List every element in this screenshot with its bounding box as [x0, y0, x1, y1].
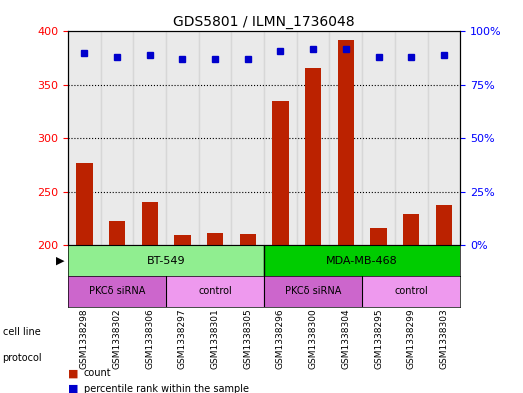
Bar — [231, 31, 264, 245]
Bar — [166, 31, 199, 245]
Text: GSM1338302: GSM1338302 — [112, 308, 121, 369]
Bar — [297, 31, 329, 245]
Text: MDA-MB-468: MDA-MB-468 — [326, 256, 398, 266]
Text: ■: ■ — [68, 384, 78, 393]
Text: percentile rank within the sample: percentile rank within the sample — [84, 384, 248, 393]
Bar — [264, 31, 297, 245]
Text: count: count — [84, 368, 111, 378]
Bar — [305, 68, 321, 245]
Bar — [240, 233, 256, 245]
Bar — [338, 40, 354, 245]
Text: BT-549: BT-549 — [147, 256, 185, 266]
Text: GSM1338301: GSM1338301 — [211, 308, 220, 369]
Bar — [68, 245, 264, 276]
Bar — [174, 235, 190, 245]
Text: GSM1338295: GSM1338295 — [374, 308, 383, 369]
Text: GSM1338304: GSM1338304 — [342, 308, 350, 369]
Text: GSM1338296: GSM1338296 — [276, 308, 285, 369]
Bar — [403, 214, 419, 245]
Text: GSM1338303: GSM1338303 — [439, 308, 448, 369]
Bar — [370, 228, 386, 245]
Bar — [199, 31, 231, 245]
Text: protocol: protocol — [3, 353, 42, 363]
Bar — [133, 31, 166, 245]
Bar — [395, 31, 428, 245]
Text: GSM1338305: GSM1338305 — [243, 308, 252, 369]
Bar — [362, 276, 460, 307]
Bar — [166, 276, 264, 307]
Bar — [109, 221, 125, 245]
Bar — [142, 202, 158, 245]
Bar — [100, 31, 133, 245]
Bar — [68, 276, 166, 307]
Text: ■: ■ — [68, 368, 78, 378]
Bar — [329, 31, 362, 245]
Text: GSM1338297: GSM1338297 — [178, 308, 187, 369]
Title: GDS5801 / ILMN_1736048: GDS5801 / ILMN_1736048 — [173, 15, 355, 29]
Bar — [436, 205, 452, 245]
Text: ▶: ▶ — [55, 256, 64, 266]
Bar — [272, 101, 289, 245]
Text: GSM1338299: GSM1338299 — [407, 308, 416, 369]
Bar — [362, 31, 395, 245]
Bar — [207, 233, 223, 245]
Text: PKCδ siRNA: PKCδ siRNA — [285, 286, 342, 296]
Bar — [68, 31, 100, 245]
Bar — [264, 276, 362, 307]
Text: PKCδ siRNA: PKCδ siRNA — [89, 286, 145, 296]
Text: control: control — [394, 286, 428, 296]
Bar — [264, 245, 460, 276]
Text: GSM1338300: GSM1338300 — [309, 308, 317, 369]
Bar — [428, 31, 460, 245]
Text: cell line: cell line — [3, 327, 40, 337]
Text: GSM1338306: GSM1338306 — [145, 308, 154, 369]
Text: GSM1338298: GSM1338298 — [80, 308, 89, 369]
Bar — [76, 163, 93, 245]
Text: control: control — [198, 286, 232, 296]
